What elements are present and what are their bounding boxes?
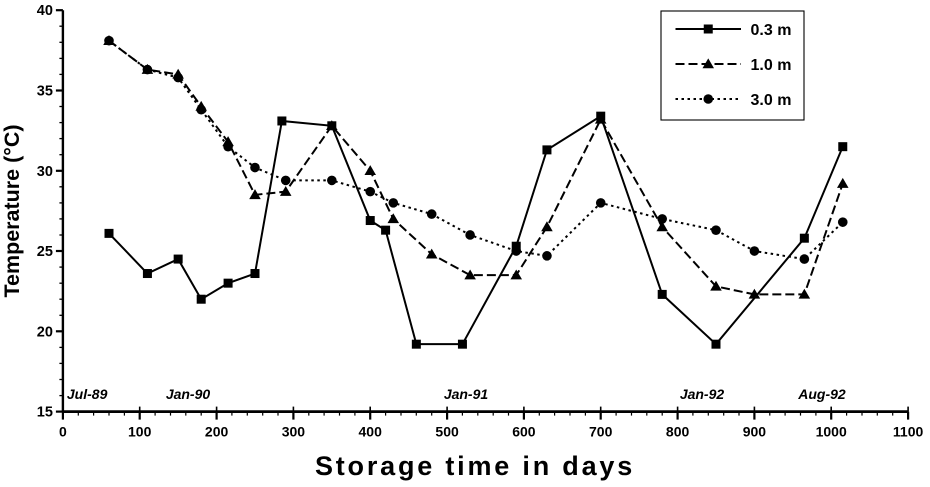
svg-text:Jan-90: Jan-90 [166,386,211,402]
svg-text:1000: 1000 [816,424,847,440]
svg-text:35: 35 [37,84,53,100]
svg-text:0.3 m: 0.3 m [751,22,792,39]
svg-text:800: 800 [666,424,690,440]
svg-text:600: 600 [512,424,536,440]
svg-text:300: 300 [282,424,306,440]
svg-text:Storage time in days: Storage time in days [315,451,635,481]
svg-text:900: 900 [743,424,767,440]
svg-text:0: 0 [59,424,67,440]
svg-text:Temperature (°C): Temperature (°C) [0,124,24,297]
svg-text:100: 100 [128,424,152,440]
svg-text:Jan-91: Jan-91 [444,386,489,402]
svg-text:1.0 m: 1.0 m [751,57,792,74]
svg-text:1100: 1100 [893,424,924,440]
svg-text:Jul-89: Jul-89 [67,386,108,402]
svg-text:20: 20 [37,324,53,340]
svg-text:25: 25 [37,244,53,260]
svg-text:30: 30 [37,164,53,180]
svg-text:700: 700 [589,424,613,440]
svg-text:3.0 m: 3.0 m [751,92,792,109]
svg-text:400: 400 [359,424,383,440]
svg-text:40: 40 [37,3,53,19]
svg-text:Jan-92: Jan-92 [680,386,725,402]
svg-text:Aug-92: Aug-92 [797,386,846,402]
svg-text:200: 200 [205,424,229,440]
svg-text:15: 15 [37,405,53,421]
svg-text:500: 500 [435,424,459,440]
